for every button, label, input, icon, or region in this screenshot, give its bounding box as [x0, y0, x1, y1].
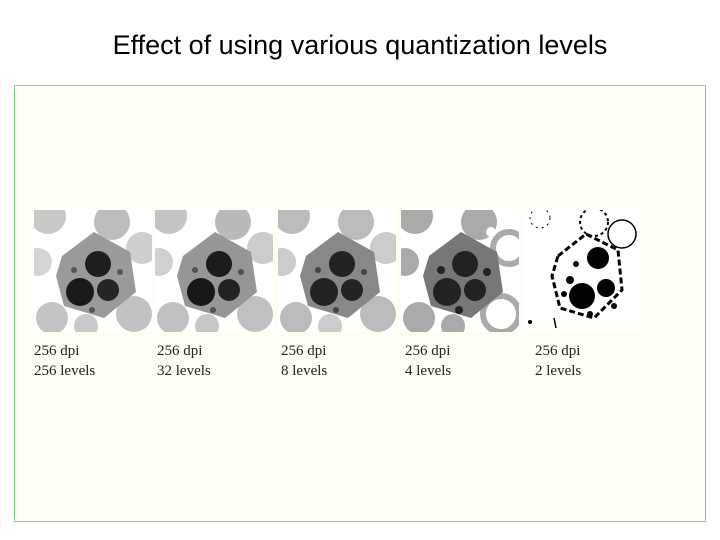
cell-image-32-levels	[155, 210, 273, 332]
caption-levels: 256 levels	[34, 363, 96, 379]
cell-image-8-levels	[278, 210, 396, 332]
caption-dpi: 256 dpi	[157, 343, 203, 359]
caption-dpi: 256 dpi	[405, 343, 451, 359]
caption-8-levels: 256 dpi 8 levels	[281, 341, 401, 381]
blood-cell-image	[34, 210, 152, 332]
caption-levels: 32 levels	[157, 363, 211, 379]
caption-levels: 2 levels	[535, 363, 582, 379]
blood-cell-image	[155, 210, 273, 332]
blood-cell-image	[401, 210, 519, 332]
cell-image-256-levels	[34, 210, 152, 332]
caption-4-levels: 256 dpi 4 levels	[405, 341, 525, 381]
caption-levels: 8 levels	[281, 363, 328, 379]
caption-32-levels: 256 dpi 32 levels	[157, 341, 277, 381]
cell-image-4-levels	[401, 210, 519, 332]
slide-title: Effect of using various quantization lev…	[112, 30, 608, 60]
blood-cell-image	[278, 210, 396, 332]
caption-dpi: 256 dpi	[281, 343, 327, 359]
caption-dpi: 256 dpi	[34, 343, 80, 359]
caption-dpi: 256 dpi	[535, 343, 581, 359]
caption-levels: 4 levels	[405, 363, 452, 379]
caption-2-levels: 256 dpi 2 levels	[535, 341, 655, 381]
caption-256-levels: 256 dpi 256 levels	[34, 341, 154, 381]
cell-image-2-levels	[524, 210, 642, 332]
blood-cell-image	[524, 210, 642, 332]
